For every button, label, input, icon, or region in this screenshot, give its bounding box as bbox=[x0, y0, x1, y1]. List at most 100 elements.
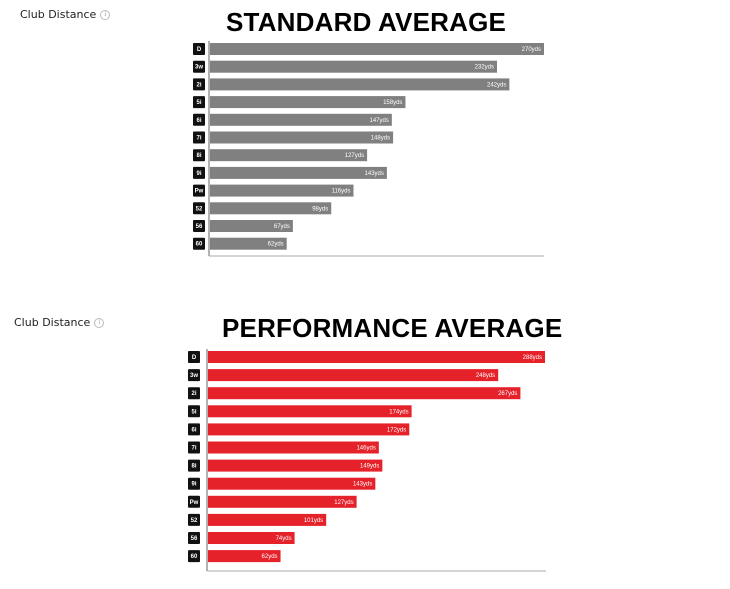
bar-value-label: 101yds bbox=[304, 518, 323, 524]
bar-value-label: 116yds bbox=[332, 189, 351, 195]
distance-bar[interactable] bbox=[210, 166, 387, 179]
distance-bar[interactable] bbox=[210, 149, 368, 162]
club-label: 3w bbox=[190, 373, 198, 379]
club-label-box bbox=[188, 550, 200, 563]
bar-value-label: 267yds bbox=[498, 391, 517, 397]
club-label-box bbox=[188, 495, 200, 508]
club-label: 52 bbox=[196, 206, 203, 212]
club-label: D bbox=[197, 47, 202, 53]
club-label-box bbox=[188, 351, 200, 363]
club-label-box bbox=[193, 166, 205, 179]
club-label: 52 bbox=[191, 518, 198, 524]
bar-value-label: 67yds bbox=[274, 224, 290, 230]
bar-value-label: 158yds bbox=[383, 100, 402, 106]
club-label: 5i bbox=[196, 100, 201, 106]
club-label-box bbox=[193, 43, 205, 55]
distance-bar[interactable] bbox=[208, 441, 379, 454]
bar-value-label: 148yds bbox=[371, 136, 390, 142]
club-label-box bbox=[193, 220, 205, 232]
club-label: 60 bbox=[196, 242, 203, 248]
club-label-box bbox=[193, 131, 205, 144]
bar-value-label: 149yds bbox=[360, 464, 379, 470]
standard-average-chart: D 270yds 3w 232yds 2i 242yds 5i 158yds 6i 147yds 7… bbox=[193, 41, 544, 257]
club-label-box bbox=[193, 184, 205, 197]
widget-title-text: Club Distance bbox=[14, 316, 91, 329]
distance-bar[interactable] bbox=[208, 459, 383, 472]
bar-value-label: 62yds bbox=[268, 242, 284, 248]
club-label: 2i bbox=[196, 82, 201, 88]
distance-bar[interactable] bbox=[208, 477, 376, 490]
club-label: 2i bbox=[191, 391, 196, 397]
club-label: D bbox=[192, 355, 197, 361]
club-label-box bbox=[188, 477, 200, 490]
bar-value-label: 127yds bbox=[334, 500, 353, 506]
club-label: Pw bbox=[195, 189, 204, 195]
distance-bar[interactable] bbox=[208, 369, 499, 382]
distance-bar[interactable] bbox=[210, 60, 497, 73]
club-label: 6i bbox=[191, 427, 196, 433]
distance-bar[interactable] bbox=[210, 237, 287, 250]
club-label-box bbox=[188, 405, 200, 418]
distance-bar[interactable] bbox=[208, 351, 545, 363]
distance-bar[interactable] bbox=[210, 78, 510, 91]
club-label: 3w bbox=[195, 65, 203, 71]
bar-value-label: 143yds bbox=[365, 171, 384, 177]
distance-bar[interactable] bbox=[210, 113, 392, 126]
distance-bar[interactable] bbox=[208, 550, 281, 563]
club-label-box bbox=[193, 149, 205, 162]
distance-bar[interactable] bbox=[208, 513, 327, 526]
info-icon[interactable]: i bbox=[100, 9, 111, 20]
bar-value-label: 127yds bbox=[345, 153, 364, 159]
widget-title-text: Club Distance bbox=[20, 8, 97, 21]
club-label: 5i bbox=[191, 409, 196, 415]
distance-bar[interactable] bbox=[210, 202, 332, 215]
bar-value-label: 62yds bbox=[262, 554, 278, 560]
club-label: 6i bbox=[196, 118, 201, 124]
distance-bar[interactable] bbox=[210, 96, 406, 109]
bar-value-label: 270yds bbox=[522, 47, 541, 53]
bar-value-label: 172yds bbox=[387, 427, 406, 433]
club-label-box bbox=[193, 60, 205, 73]
club-label-box bbox=[193, 96, 205, 109]
club-label-box bbox=[193, 237, 205, 250]
club-label-box bbox=[193, 78, 205, 91]
distance-bar[interactable] bbox=[210, 184, 354, 197]
club-label: 8i bbox=[196, 153, 201, 159]
club-label: 7i bbox=[196, 136, 201, 142]
club-label: 56 bbox=[191, 536, 198, 542]
bar-value-label: 143yds bbox=[353, 482, 372, 488]
distance-bar[interactable] bbox=[210, 43, 544, 55]
info-icon[interactable]: i bbox=[94, 317, 105, 328]
club-label-box bbox=[188, 459, 200, 472]
club-label-box bbox=[193, 202, 205, 215]
bar-value-label: 74yds bbox=[276, 536, 292, 542]
club-label-box bbox=[188, 387, 200, 400]
club-label-box bbox=[188, 369, 200, 382]
chart-title: STANDARD AVERAGE bbox=[226, 7, 507, 37]
distance-bar[interactable] bbox=[208, 387, 521, 400]
bar-value-label: 232yds bbox=[475, 65, 494, 71]
distance-bar[interactable] bbox=[208, 405, 412, 418]
club-label: 8i bbox=[191, 464, 196, 470]
bar-value-label: 147yds bbox=[369, 118, 388, 124]
performance-average-chart: D 288yds 3w 248yds 2i 267yds 5i 174yds 6i 172yds 7… bbox=[188, 349, 546, 572]
bar-value-label: 174yds bbox=[389, 409, 408, 415]
bar-value-label: 248yds bbox=[476, 373, 495, 379]
distance-bar[interactable] bbox=[210, 131, 394, 144]
club-label-box bbox=[188, 441, 200, 454]
club-label-box bbox=[188, 423, 200, 436]
distance-bar[interactable] bbox=[210, 220, 293, 232]
bar-value-label: 242yds bbox=[487, 82, 506, 88]
distance-bar[interactable] bbox=[208, 532, 295, 544]
bar-value-label: 98yds bbox=[312, 206, 328, 212]
club-label: 9i bbox=[196, 171, 201, 177]
widget-title: Club Distance i bbox=[14, 316, 105, 329]
distance-bar[interactable] bbox=[208, 495, 357, 508]
standard-average-panel: Club Distance i STANDARD AVERAGE D 270yds… bbox=[0, 0, 730, 290]
club-label-box bbox=[193, 113, 205, 126]
bar-value-label: 288yds bbox=[523, 355, 542, 361]
club-label-box bbox=[188, 513, 200, 526]
club-label: 9i bbox=[191, 482, 196, 488]
distance-bar[interactable] bbox=[208, 423, 410, 436]
club-label: Pw bbox=[190, 500, 199, 506]
